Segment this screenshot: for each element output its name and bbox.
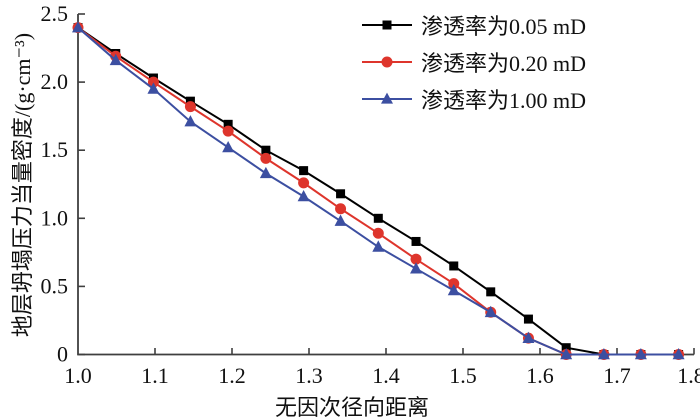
- x-tick-label: 1.6: [526, 363, 554, 388]
- chart-legend: 渗透率为0.05 mD 渗透率为0.20 mD 渗透率为1.00 mD: [362, 6, 586, 117]
- circle-marker-icon: [381, 56, 393, 67]
- data-point-triangle: [410, 262, 423, 274]
- data-point-triangle: [109, 53, 122, 66]
- data-point-circle: [147, 76, 159, 88]
- data-point-square: [411, 236, 421, 246]
- y-tick-label: 0.5: [41, 273, 69, 298]
- y-axis-title: 地层坍塌压力当量密度/(g·cm⁻³): [10, 32, 35, 338]
- x-tick-label: 1.2: [218, 363, 246, 388]
- data-point-circle: [448, 278, 460, 290]
- data-point-triangle: [634, 348, 647, 360]
- data-point-square: [449, 261, 459, 271]
- data-point-circle: [335, 203, 347, 215]
- x-tick-label: 1.3: [295, 363, 323, 388]
- triangle-marker-icon: [381, 92, 393, 104]
- data-point-circle: [222, 125, 234, 137]
- data-point-square: [373, 213, 383, 223]
- data-point-triangle: [147, 82, 160, 94]
- data-point-circle: [298, 177, 310, 189]
- data-point-triangle: [72, 21, 84, 33]
- data-point-triangle: [334, 214, 347, 226]
- data-point-triangle: [297, 190, 310, 202]
- data-point-square: [223, 119, 233, 129]
- y-tick-label: 2.5: [41, 1, 69, 26]
- x-tick-label: 1.4: [372, 363, 400, 388]
- data-point-square: [336, 189, 346, 199]
- legend-label: 渗透率为0.05 mD: [421, 13, 587, 39]
- data-point-triangle: [222, 140, 235, 153]
- data-point-square: [261, 145, 271, 155]
- data-point-triangle: [484, 305, 497, 318]
- x-tick-label: 1.1: [141, 363, 169, 388]
- y-tick-label: 1.0: [41, 205, 69, 230]
- data-point-triangle: [447, 283, 460, 296]
- data-point-triangle: [522, 331, 535, 343]
- x-tick-label: 1.5: [449, 363, 477, 388]
- data-point-circle: [184, 101, 196, 113]
- data-point-circle: [372, 227, 384, 239]
- data-point-square: [486, 287, 496, 297]
- data-point-triangle: [672, 348, 685, 360]
- x-tick-label: 1.7: [603, 363, 631, 388]
- y-tick-label: 0: [57, 342, 68, 367]
- legend-item: 渗透率为1.00 mD: [362, 80, 586, 117]
- x-tick-label: 1.8: [677, 363, 700, 388]
- legend-line: [362, 56, 412, 67]
- y-tick-label: 1.5: [41, 137, 69, 162]
- x-tick-label: 1.0: [64, 363, 92, 388]
- legend-item: 渗透率为0.20 mD: [362, 43, 586, 80]
- data-point-circle: [260, 152, 272, 164]
- data-point-square: [561, 343, 571, 353]
- data-point-triangle: [372, 240, 385, 252]
- square-marker-icon: [382, 20, 392, 29]
- data-point-triangle: [597, 348, 610, 360]
- legend-line: [362, 92, 412, 104]
- legend-label: 渗透率为0.20 mD: [421, 50, 587, 76]
- legend-line: [362, 20, 412, 29]
- data-point-square: [523, 314, 533, 324]
- x-axis-title: 无因次径向距离: [274, 395, 429, 420]
- data-point-square: [299, 166, 309, 176]
- data-point-triangle: [560, 348, 573, 360]
- data-point-circle: [410, 253, 422, 265]
- y-tick-label: 2.0: [41, 69, 69, 94]
- legend-item: 渗透率为0.05 mD: [362, 6, 586, 43]
- data-point-triangle: [259, 166, 272, 179]
- legend-label: 渗透率为1.00 mD: [421, 87, 587, 113]
- data-point-triangle: [184, 115, 197, 127]
